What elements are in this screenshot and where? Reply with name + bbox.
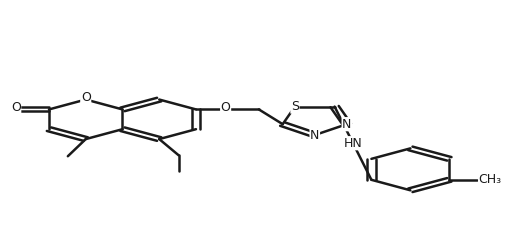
- Text: O: O: [11, 100, 21, 114]
- Text: O: O: [221, 100, 231, 114]
- Text: CH₃: CH₃: [479, 173, 502, 186]
- Text: N: N: [342, 118, 352, 131]
- Text: HN: HN: [344, 137, 362, 150]
- Text: O: O: [81, 91, 90, 104]
- Text: S: S: [291, 100, 299, 113]
- Text: N: N: [310, 128, 320, 141]
